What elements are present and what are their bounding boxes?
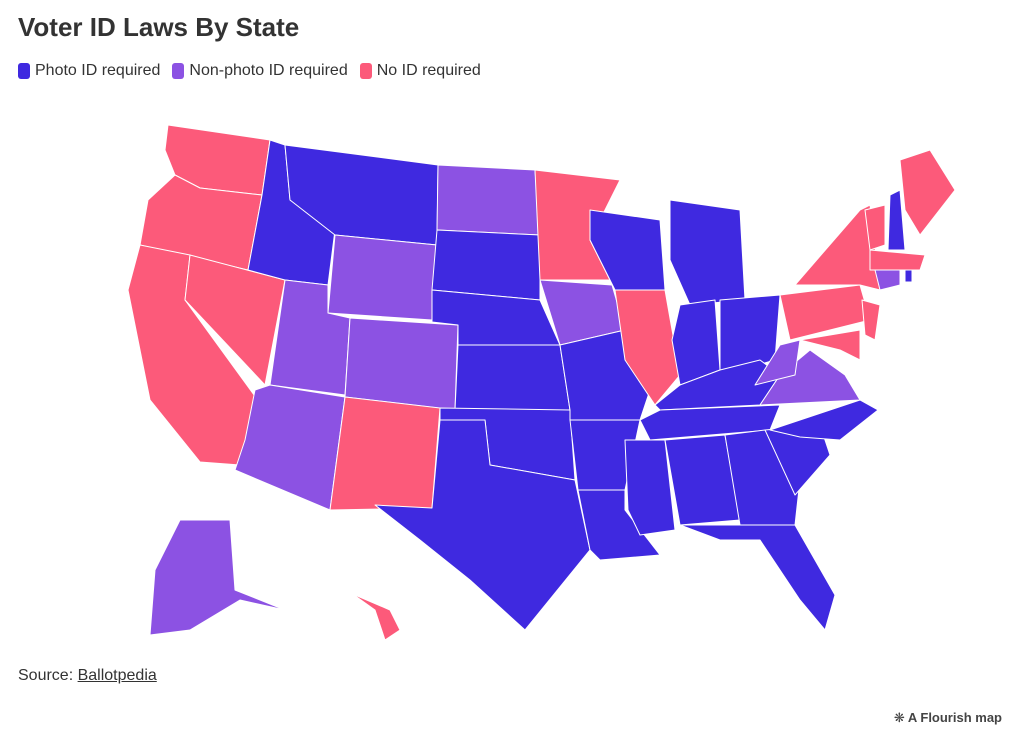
- legend-swatch: [359, 63, 372, 79]
- state[interactable]: [679, 524, 836, 631]
- state[interactable]: [327, 234, 438, 321]
- us-map: [127, 124, 956, 641]
- state[interactable]: [624, 439, 676, 536]
- state[interactable]: [874, 269, 901, 291]
- state[interactable]: [614, 289, 681, 406]
- state[interactable]: [329, 396, 441, 511]
- source-link[interactable]: Ballotpedia: [77, 667, 157, 684]
- credit: ❋ A Flourish map: [894, 710, 1002, 726]
- source: Source: Ballotpedia: [18, 667, 157, 685]
- state[interactable]: [436, 164, 541, 236]
- flourish-credit[interactable]: ❋ A Flourish map: [893, 710, 1002, 725]
- legend-label: No ID required: [376, 62, 481, 79]
- state[interactable]: [869, 249, 926, 271]
- state[interactable]: [454, 344, 571, 411]
- legend-item[interactable]: Non-photo ID required: [172, 62, 348, 80]
- source-label: Source:: [18, 667, 74, 684]
- state[interactable]: [669, 199, 746, 306]
- legend: Photo ID required Non-photo ID required No…: [18, 62, 481, 80]
- state[interactable]: [339, 584, 401, 641]
- state[interactable]: [374, 419, 591, 631]
- legend-label: Non-photo ID required: [189, 62, 348, 79]
- state[interactable]: [149, 519, 286, 636]
- state[interactable]: [899, 149, 956, 236]
- state[interactable]: [639, 404, 781, 441]
- legend-item[interactable]: Photo ID required: [18, 62, 160, 80]
- state[interactable]: [864, 204, 886, 251]
- state[interactable]: [769, 399, 879, 441]
- legend-swatch: [18, 63, 30, 79]
- state[interactable]: [904, 269, 913, 283]
- state[interactable]: [344, 317, 459, 411]
- legend-label: Photo ID required: [35, 62, 161, 79]
- legend-swatch: [172, 63, 185, 79]
- state[interactable]: [799, 329, 861, 361]
- title: Voter ID Laws By State: [18, 12, 300, 42]
- state[interactable]: [431, 229, 541, 301]
- state[interactable]: [577, 489, 661, 561]
- state[interactable]: [887, 189, 906, 251]
- legend-item[interactable]: No ID required: [359, 62, 481, 80]
- state[interactable]: [861, 299, 881, 341]
- credit-text: A Flourish map: [907, 710, 1002, 725]
